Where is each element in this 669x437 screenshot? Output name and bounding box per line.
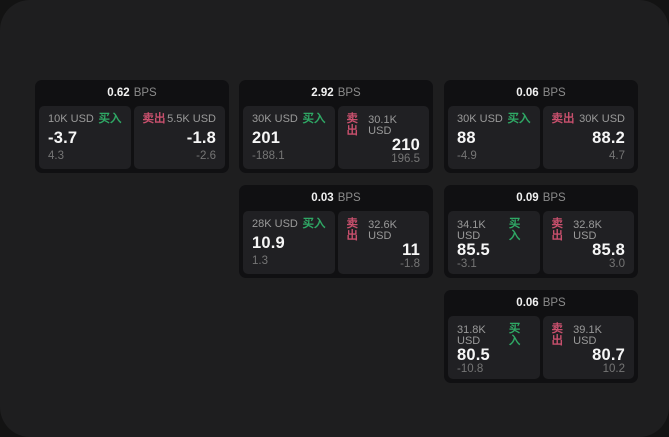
buy-amount: 34.1K USD (457, 218, 486, 242)
bps-value: 0.06 (516, 87, 539, 99)
buy-delta: 1.3 (252, 254, 268, 267)
sell-delta: -1.8 (400, 257, 420, 270)
buy-delta: 4.3 (48, 149, 64, 162)
bps-unit: BPS (542, 297, 566, 309)
card-header: 0.03 BPS (243, 185, 429, 211)
card-body: 30K USD 买入 201 -188.1 卖出 30.1K USD 210 1… (243, 106, 429, 169)
bps-value: 0.06 (516, 297, 539, 309)
bps-value: 0.09 (516, 192, 539, 204)
card-header: 0.06 BPS (448, 80, 634, 106)
buy-label: 买入 (507, 113, 531, 125)
sell-amount: 32.6K USD (368, 218, 397, 242)
buy-price: -3.7 (48, 128, 78, 147)
sell-price: 80.7 (592, 346, 625, 364)
sell-delta: 3.0 (609, 257, 625, 270)
quote-card: 0.06 BPS 31.8K USD 买入 80.5 -10.8 卖出 39.1… (444, 290, 638, 383)
buy-delta: -4.9 (457, 149, 477, 162)
buy-amount: 30K USD (252, 113, 298, 126)
card-body: 28K USD 买入 10.9 1.3 卖出 32.6K USD 11 -1.8 (243, 211, 429, 274)
sell-panel[interactable]: 卖出 30K USD 88.2 4.7 (542, 106, 634, 169)
buy-panel[interactable]: 31.8K USD 买入 80.5 -10.8 (448, 316, 540, 379)
buy-amount: 28K USD (252, 218, 298, 231)
card-body: 31.8K USD 买入 80.5 -10.8 卖出 39.1K USD 80.… (448, 316, 634, 379)
sell-price: 210 (391, 136, 420, 154)
sell-label: 卖出 (346, 113, 359, 137)
sell-amount: 5.5K USD (167, 113, 216, 126)
card-header: 0.09 BPS (448, 185, 634, 211)
sell-amount: 39.1K USD (573, 323, 602, 347)
bps-unit: BPS (133, 87, 157, 99)
card-body: 34.1K USD 买入 85.5 -3.1 卖出 32.8K USD 85.8… (448, 211, 634, 274)
buy-panel[interactable]: 30K USD 买入 88 -4.9 (448, 106, 540, 169)
buy-label: 买入 (98, 113, 122, 125)
card-body: 10K USD 买入 -3.7 4.3 卖出 5.5K USD -1.8 -2.… (39, 106, 225, 169)
sell-panel[interactable]: 卖出 5.5K USD -1.8 -2.6 (133, 106, 225, 169)
sell-panel[interactable]: 卖出 30.1K USD 210 196.5 (337, 106, 429, 169)
buy-delta: -3.1 (457, 257, 477, 270)
sell-amount: 30.1K USD (368, 113, 397, 137)
sell-delta: 196.5 (391, 152, 420, 165)
quote-card: 0.09 BPS 34.1K USD 买入 85.5 -3.1 卖出 32.8K… (444, 185, 638, 278)
bps-unit: BPS (542, 192, 566, 204)
sell-label: 卖出 (551, 113, 575, 125)
sell-price: -1.8 (186, 128, 216, 147)
buy-price: 10.9 (252, 233, 285, 252)
buy-delta: -188.1 (252, 149, 285, 162)
buy-panel[interactable]: 10K USD 买入 -3.7 4.3 (39, 106, 131, 169)
sell-panel[interactable]: 卖出 32.8K USD 85.8 3.0 (542, 211, 634, 274)
card-body: 30K USD 买入 88 -4.9 卖出 30K USD 88.2 4.7 (448, 106, 634, 169)
buy-amount: 30K USD (457, 113, 503, 126)
sell-price: 11 (402, 241, 420, 259)
buy-amount: 31.8K USD (457, 323, 486, 347)
bps-value: 0.03 (311, 192, 334, 204)
buy-delta: -10.8 (457, 362, 484, 375)
buy-price: 85.5 (457, 241, 490, 259)
sell-delta: 10.2 (602, 362, 625, 375)
sell-panel[interactable]: 卖出 32.6K USD 11 -1.8 (337, 211, 429, 274)
quote-card: 0.03 BPS 28K USD 买入 10.9 1.3 卖出 32.6K US… (239, 185, 433, 278)
sell-label: 卖出 (346, 218, 359, 242)
bps-unit: BPS (337, 192, 361, 204)
bps-value: 0.62 (107, 87, 130, 99)
buy-panel[interactable]: 28K USD 买入 10.9 1.3 (243, 211, 335, 274)
sell-label: 卖出 (551, 323, 564, 347)
bps-unit: BPS (542, 87, 566, 99)
sell-label: 卖出 (142, 113, 166, 125)
sell-panel[interactable]: 卖出 39.1K USD 80.7 10.2 (542, 316, 634, 379)
sell-price: 88.2 (592, 128, 625, 147)
card-header: 2.92 BPS (243, 80, 429, 106)
buy-price: 88 (457, 128, 476, 147)
bps-value: 2.92 (311, 87, 334, 99)
sell-label: 卖出 (551, 218, 564, 242)
card-header: 0.62 BPS (39, 80, 225, 106)
buy-panel[interactable]: 34.1K USD 买入 85.5 -3.1 (448, 211, 540, 274)
quote-card: 2.92 BPS 30K USD 买入 201 -188.1 卖出 30.1K … (239, 80, 433, 173)
bps-unit: BPS (337, 87, 361, 99)
buy-price: 80.5 (457, 346, 490, 364)
quote-card: 0.06 BPS 30K USD 买入 88 -4.9 卖出 30K USD 8… (444, 80, 638, 173)
sell-delta: 4.7 (609, 149, 625, 162)
sell-amount: 30K USD (579, 113, 625, 126)
sell-delta: -2.6 (196, 149, 216, 162)
buy-label: 买入 (302, 113, 326, 125)
buy-price: 201 (252, 128, 281, 147)
buy-panel[interactable]: 30K USD 买入 201 -188.1 (243, 106, 335, 169)
quote-card: 0.62 BPS 10K USD 买入 -3.7 4.3 卖出 5.5K USD… (35, 80, 229, 173)
buy-label: 买入 (302, 218, 326, 230)
buy-amount: 10K USD (48, 113, 94, 126)
sell-price: 85.8 (592, 241, 625, 259)
card-header: 0.06 BPS (448, 290, 634, 316)
buy-label: 买入 (508, 218, 521, 242)
buy-label: 买入 (508, 323, 521, 347)
sell-amount: 32.8K USD (573, 218, 602, 242)
